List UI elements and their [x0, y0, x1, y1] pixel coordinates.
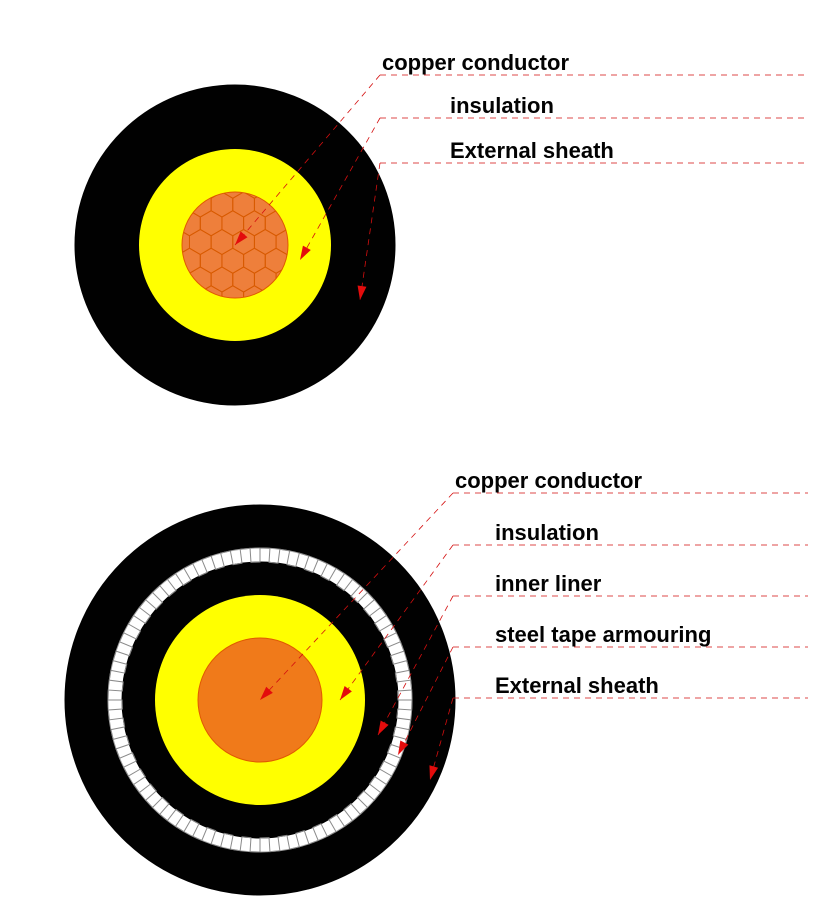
cable_bottom-label-4: External sheath [495, 673, 659, 699]
diagram-svg [0, 0, 831, 915]
cable_bottom-label-3: steel tape armouring [495, 622, 711, 648]
cable_bottom-label-2: inner liner [495, 571, 601, 597]
cable_bottom-label-1: insulation [495, 520, 599, 546]
cable_bottom-label-0: copper conductor [455, 468, 642, 494]
cable_top-label-0: copper conductor [382, 50, 569, 76]
cable_top-label-2: External sheath [450, 138, 614, 164]
diagram-stage: copper conductor insulation External sheat… [0, 0, 831, 915]
cable_top-label-1: insulation [450, 93, 554, 119]
